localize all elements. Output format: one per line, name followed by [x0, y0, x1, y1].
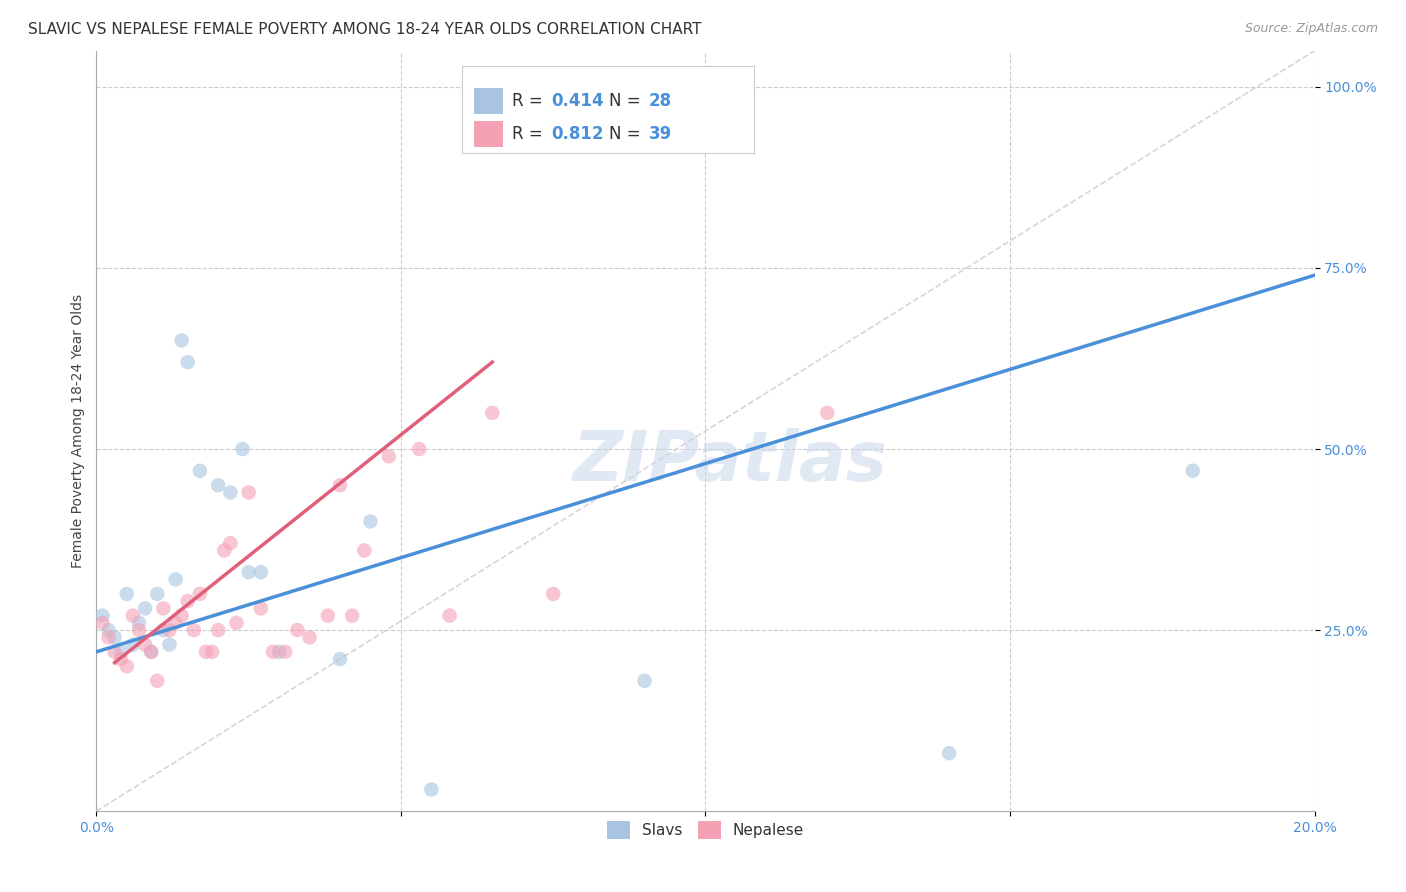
Point [128, 623, 150, 637]
Point [152, 623, 174, 637]
Point [159, 638, 181, 652]
Point [97, 623, 120, 637]
Point [122, 638, 145, 652]
Point [439, 608, 461, 623]
Point [377, 450, 399, 464]
Point [128, 615, 150, 630]
Text: SLAVIC VS NEPALESE FEMALE POVERTY AMONG 18-24 YEAR OLDS CORRELATION CHART: SLAVIC VS NEPALESE FEMALE POVERTY AMONG … [28, 22, 702, 37]
Point [91, 608, 114, 623]
Point [97, 631, 120, 645]
Legend: Slavs, Nepalese: Slavs, Nepalese [600, 814, 810, 846]
Point [408, 442, 430, 456]
Y-axis label: Female Poverty Among 18-24 Year Olds: Female Poverty Among 18-24 Year Olds [72, 293, 86, 568]
Point [207, 623, 229, 637]
Point [115, 587, 138, 601]
Point [152, 601, 174, 615]
Point [420, 782, 443, 797]
Point [298, 631, 321, 645]
Point [170, 334, 193, 348]
Point [134, 601, 156, 615]
Point [219, 485, 242, 500]
Point [353, 543, 375, 558]
Point [170, 608, 193, 623]
Point [214, 543, 236, 558]
Point [267, 645, 290, 659]
Point [141, 645, 163, 659]
Point [815, 406, 838, 420]
Point [1181, 464, 1204, 478]
Point [329, 652, 352, 666]
Point [146, 673, 169, 688]
Point [110, 645, 132, 659]
Point [104, 631, 127, 645]
Point [274, 645, 297, 659]
Point [285, 623, 308, 637]
Point [938, 746, 960, 760]
Point [183, 623, 205, 637]
Point [329, 478, 352, 492]
Point [481, 406, 503, 420]
Point [238, 565, 260, 579]
Point [104, 645, 127, 659]
Point [207, 478, 229, 492]
Point [188, 587, 211, 601]
Point [110, 652, 132, 666]
Point [219, 536, 242, 550]
Point [177, 355, 200, 369]
Point [201, 645, 224, 659]
Point [541, 587, 564, 601]
Point [195, 645, 218, 659]
Point [225, 615, 247, 630]
Point [146, 587, 169, 601]
Point [165, 573, 187, 587]
Point [232, 442, 254, 456]
Point [340, 608, 363, 623]
Point [359, 515, 381, 529]
Point [262, 645, 284, 659]
Point [238, 485, 260, 500]
Point [188, 464, 211, 478]
Point [159, 623, 181, 637]
Point [165, 615, 187, 630]
Point [633, 673, 655, 688]
Point [177, 594, 200, 608]
Point [91, 615, 114, 630]
Point [250, 601, 273, 615]
Point [141, 645, 163, 659]
Text: ZIPatlas: ZIPatlas [572, 428, 887, 495]
Point [250, 565, 273, 579]
Point [115, 659, 138, 673]
Point [134, 638, 156, 652]
Point [316, 608, 339, 623]
Text: Source: ZipAtlas.com: Source: ZipAtlas.com [1244, 22, 1378, 36]
Point [122, 608, 145, 623]
